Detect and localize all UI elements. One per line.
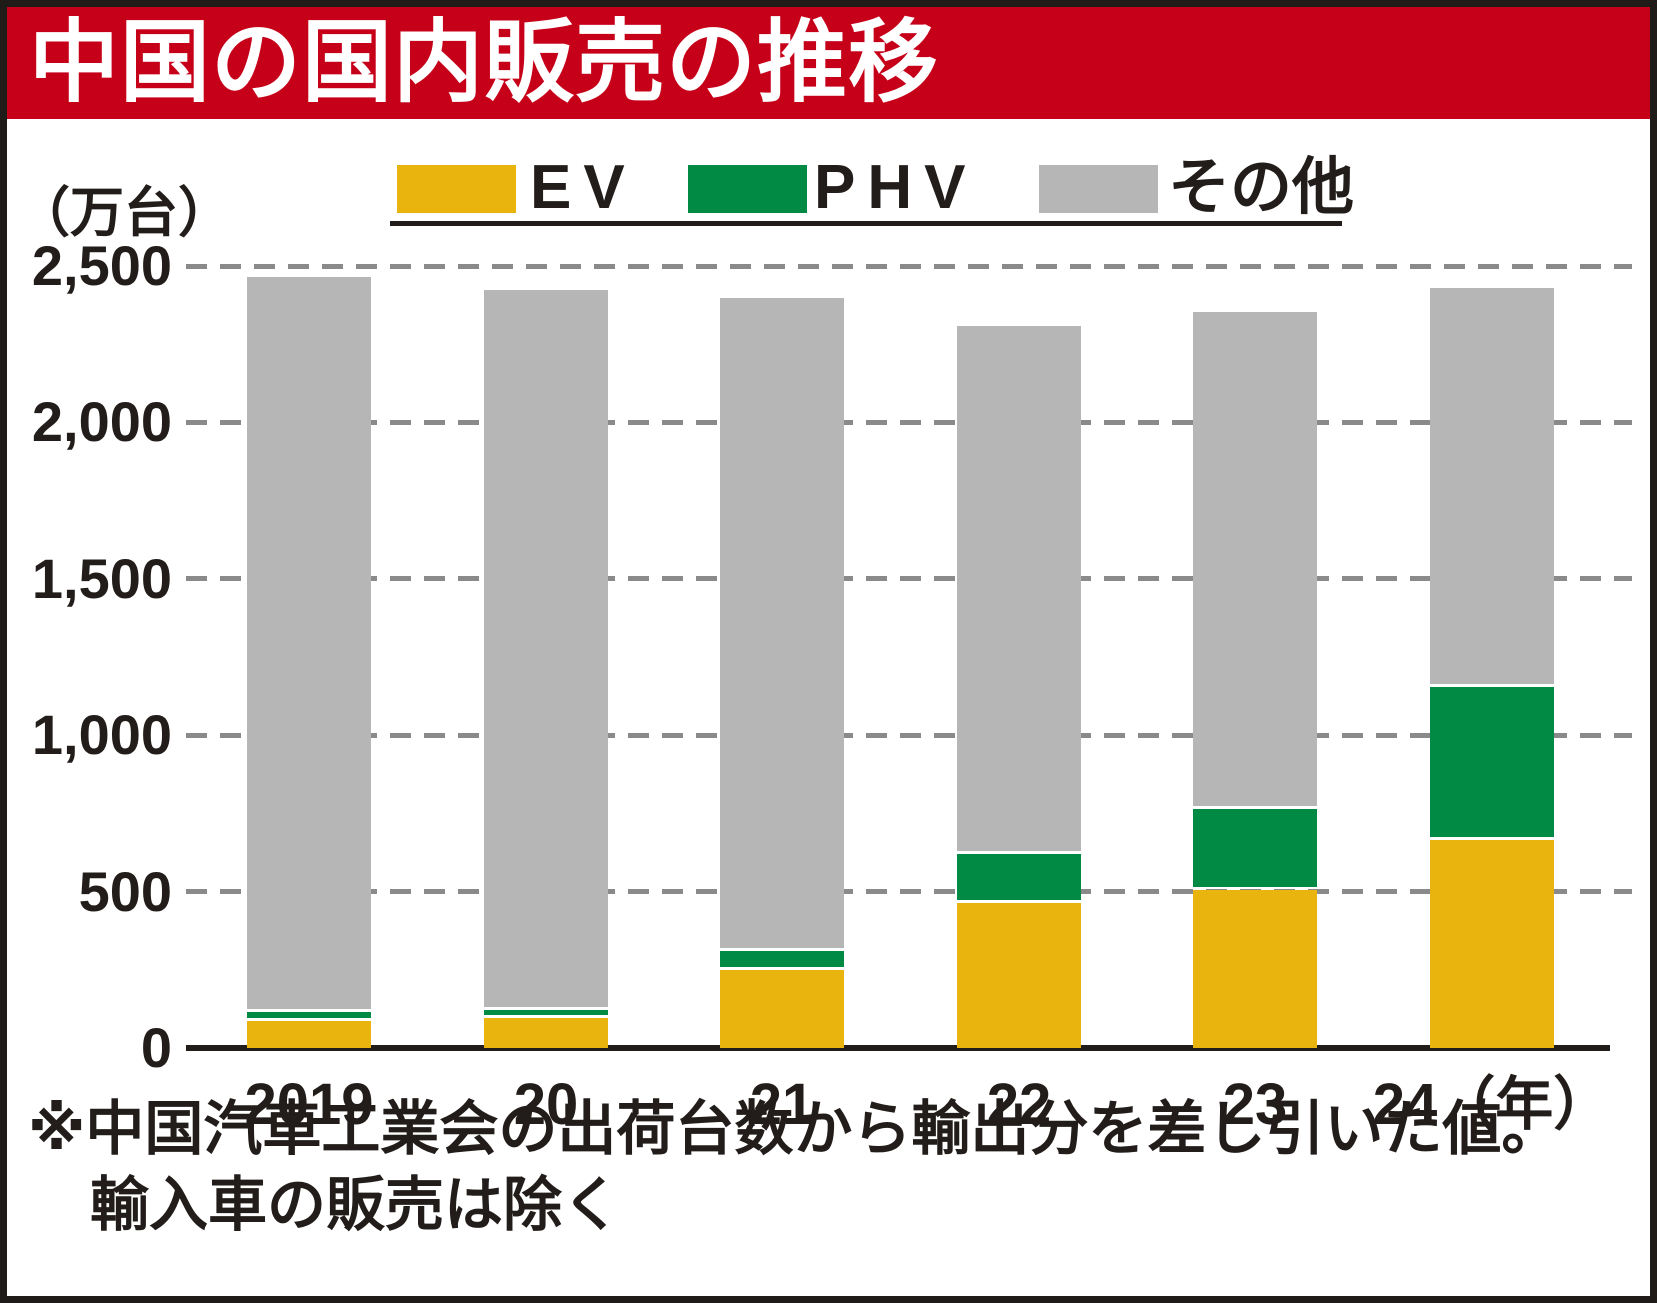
y-tick-label-1500: 1,500 bbox=[31, 546, 172, 610]
bar-23 bbox=[1193, 311, 1317, 1048]
bar-21 bbox=[720, 297, 844, 1048]
page-title: 中国の国内販売の推移 bbox=[29, 13, 939, 113]
legend-swatch-ev bbox=[397, 165, 516, 213]
bar-segment-other-2 bbox=[720, 297, 844, 949]
x-tick-label-3: 22 bbox=[986, 1072, 1052, 1137]
gridline-1500 bbox=[186, 576, 1632, 582]
y-tick-label-0: 0 bbox=[140, 1016, 172, 1079]
bar-segment-phv-0 bbox=[247, 1012, 371, 1019]
y-tick-label-500: 500 bbox=[78, 859, 172, 923]
legend-underline bbox=[390, 221, 1342, 226]
bar-segment-other-0 bbox=[247, 277, 371, 1010]
bar-24 bbox=[1430, 288, 1554, 1048]
x-tick-label-2: 21 bbox=[749, 1072, 815, 1137]
legend-label-phv: PHV bbox=[814, 153, 978, 222]
bar-segment-ev-5 bbox=[1430, 840, 1554, 1048]
x-tick-label-5: 24（年） bbox=[1372, 1072, 1612, 1137]
footnote-line-1: ※中国汽車工業会の出荷台数から輸出分を差し引いた値。 bbox=[28, 1096, 1561, 1162]
x-tick-label-0: 2019 bbox=[244, 1072, 374, 1137]
title-banner: 中国の国内販売の推移 bbox=[7, 7, 1650, 119]
bar-22 bbox=[957, 325, 1081, 1048]
bar-segment-ev-0 bbox=[247, 1021, 371, 1048]
x-axis-line bbox=[186, 1045, 1610, 1051]
bar-segment-ev-3 bbox=[957, 902, 1081, 1048]
bar-segment-other-3 bbox=[957, 325, 1081, 852]
bar-segment-phv-4 bbox=[1193, 808, 1317, 887]
bar-segment-ev-1 bbox=[484, 1018, 608, 1048]
footnote-line-2: 輸入車の販売は除く bbox=[90, 1172, 622, 1238]
bar-segment-other-1 bbox=[484, 290, 608, 1007]
bar-segment-other-4 bbox=[1193, 311, 1317, 806]
x-tick-label-1: 20 bbox=[513, 1072, 579, 1137]
bar-segment-phv-1 bbox=[484, 1009, 608, 1016]
y-tick-label-2500: 2,500 bbox=[31, 234, 172, 297]
bar-segment-other-5 bbox=[1430, 288, 1554, 684]
gridline-1000 bbox=[186, 732, 1632, 738]
bar-20 bbox=[484, 290, 608, 1048]
legend-label-other: その他 bbox=[1168, 153, 1355, 222]
y-tick-label-1000: 1,000 bbox=[31, 703, 172, 767]
gridline-2000 bbox=[186, 419, 1632, 425]
bar-segment-phv-5 bbox=[1430, 686, 1554, 837]
bar-segment-ev-2 bbox=[720, 969, 844, 1048]
legend-swatch-other bbox=[1039, 165, 1158, 213]
y-tick-label-2000: 2,000 bbox=[31, 390, 172, 454]
bar-segment-ev-4 bbox=[1193, 890, 1317, 1048]
legend-swatch-phv bbox=[688, 165, 807, 213]
bar-segment-phv-2 bbox=[720, 951, 844, 967]
y-axis-unit-label: （万台） bbox=[16, 183, 232, 243]
bar-2019 bbox=[247, 277, 371, 1048]
gridline-500 bbox=[186, 889, 1632, 895]
x-tick-label-4: 23 bbox=[1222, 1072, 1288, 1137]
legend-label-ev: EV bbox=[530, 153, 637, 222]
gridline-2500 bbox=[186, 263, 1632, 269]
bar-segment-phv-3 bbox=[957, 854, 1081, 900]
